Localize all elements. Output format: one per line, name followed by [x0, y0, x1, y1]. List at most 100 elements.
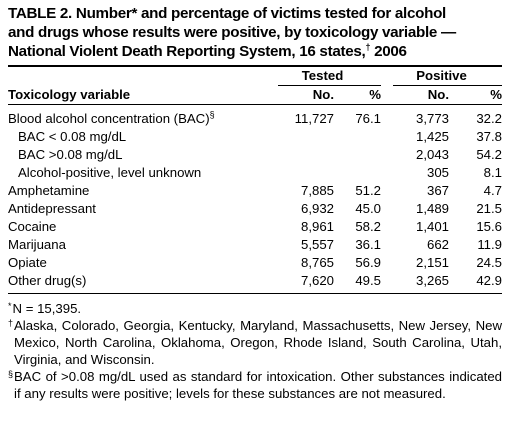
- footnotes: * N = 15,395. † Alaska, Colorado, Georgi…: [8, 300, 502, 402]
- tested-pct-cell: 51.2: [355, 183, 381, 198]
- tested-no-cell: 5,557: [300, 237, 334, 252]
- table-row: Alcohol-positive, level unknown 305 8.1: [8, 164, 502, 182]
- tested-no-cell: 11,727: [294, 111, 334, 126]
- tested-pct-cell: 58.2: [355, 219, 381, 234]
- tested-pct-cell: [334, 146, 381, 164]
- positive-pct-cell: 8.1: [483, 165, 503, 180]
- tested-pct-cell: 45.0: [355, 201, 381, 216]
- table-row: Marijuana 5,557 36.1 662 11.9: [8, 236, 502, 254]
- tested-pct-cell: [334, 128, 381, 146]
- table-row: Opiate 8,765 56.9 2,151 24.5: [8, 254, 502, 272]
- tested-pct-cell: 56.9: [355, 255, 381, 270]
- footnote-n-text: N = 15,395.: [12, 301, 82, 316]
- positive-group-label: Positive: [416, 68, 467, 83]
- tested-pct-cell: 36.1: [355, 237, 381, 252]
- positive-no-cell: 1,401: [415, 219, 449, 234]
- positive-pct-cell: 32.2: [476, 111, 503, 126]
- row-label: Marijuana: [8, 237, 66, 252]
- positive-pct-cell: 21.5: [476, 201, 503, 216]
- column-header-positive-no: No.: [427, 87, 449, 102]
- table-row: Antidepressant 6,932 45.0 1,489 21.5: [8, 200, 502, 218]
- row-label: Opiate: [8, 255, 47, 270]
- tested-no-cell: 6,932: [300, 201, 334, 216]
- positive-pct-cell: 54.2: [476, 147, 503, 162]
- row-label: BAC < 0.08 mg/dL: [18, 129, 127, 144]
- positive-pct-cell: 37.8: [476, 129, 503, 144]
- footnote-n-mark: *: [8, 301, 12, 311]
- row-label: Alcohol-positive, level unknown: [18, 165, 202, 180]
- positive-no-cell: 2,043: [415, 147, 449, 162]
- footnote-n: * N = 15,395.: [8, 300, 502, 317]
- footnote-states-mark: †: [8, 318, 14, 328]
- positive-pct-cell: 4.7: [483, 183, 503, 198]
- title-line-1: TABLE 2. Number* and percentage of victi…: [8, 5, 446, 22]
- row-label-cell: Antidepressant: [8, 200, 264, 218]
- positive-pct-cell: 15.6: [476, 219, 503, 234]
- row-label-cell: Opiate: [8, 254, 264, 272]
- table-title: TABLE 2. Number* and percentage of victi…: [8, 4, 502, 61]
- table-row: Other drug(s) 7,620 49.5 3,265 42.9: [8, 272, 503, 294]
- title-rule: [8, 65, 502, 67]
- column-header-positive-pct: %: [490, 87, 503, 102]
- row-label: Cocaine: [8, 219, 57, 234]
- title-dagger-mark: †: [365, 41, 371, 52]
- tested-no-cell: [264, 146, 334, 164]
- row-label: Antidepressant: [8, 201, 96, 216]
- footnote-states: † Alaska, Colorado, Georgia, Kentucky, M…: [8, 317, 502, 368]
- footnote-bac: § BAC of >0.08 mg/dL used as standard fo…: [8, 368, 502, 402]
- positive-group-rule: [393, 85, 503, 86]
- table-row: Cocaine 8,961 58.2 1,401 15.6: [8, 218, 502, 236]
- column-header-tested-pct: %: [369, 87, 381, 102]
- tested-no-cell: [264, 164, 334, 182]
- positive-no-cell: 1,489: [415, 201, 449, 216]
- title-year: 2006: [370, 43, 407, 60]
- column-header-variable: Toxicology variable: [8, 87, 131, 102]
- toxicology-table: Tested Positive Toxicology variable No. …: [8, 67, 503, 294]
- row-footnote-mark: §: [209, 109, 215, 120]
- row-label-cell: BAC < 0.08 mg/dL: [8, 128, 264, 146]
- row-label: Amphetamine: [8, 183, 90, 198]
- column-header-row: Toxicology variable No. % No. %: [8, 86, 502, 105]
- footnote-states-text: Alaska, Colorado, Georgia, Kentucky, Mar…: [14, 318, 502, 367]
- tested-no-cell: 8,961: [300, 219, 334, 234]
- positive-no-cell: 662: [426, 237, 449, 252]
- tested-no-cell: 8,765: [300, 255, 334, 270]
- row-label-cell: Amphetamine: [8, 182, 264, 200]
- tested-pct-cell: 49.5: [334, 272, 381, 294]
- row-label-cell: Marijuana: [8, 236, 264, 254]
- table-row: Blood alcohol concentration (BAC)§ 11,727…: [8, 105, 502, 128]
- title-line-3: National Violent Death Reporting System,…: [8, 42, 502, 61]
- row-label-cell: Cocaine: [8, 218, 264, 236]
- header-rule: [8, 104, 503, 105]
- row-label-cell: BAC >0.08 mg/dL: [8, 146, 264, 164]
- row-label-cell: Blood alcohol concentration (BAC)§: [8, 105, 264, 128]
- footnote-bac-text: BAC of >0.08 mg/dL used as standard for …: [14, 369, 502, 401]
- row-label: Blood alcohol concentration (BAC): [8, 111, 210, 126]
- tested-group-label: Tested: [301, 68, 344, 83]
- positive-no-cell: 1,425: [415, 129, 449, 144]
- positive-pct-cell: 24.5: [476, 255, 503, 270]
- tested-group-rule: [278, 85, 381, 86]
- positive-no-cell: 2,151: [415, 255, 449, 270]
- row-label-cell: Other drug(s): [8, 272, 264, 294]
- title-line-2: and drugs whose results were positive, b…: [8, 24, 456, 41]
- footnote-bac-mark: §: [8, 369, 14, 379]
- positive-no-cell: 305: [426, 165, 449, 180]
- tested-no-cell: 7,620: [264, 272, 334, 294]
- table-row: BAC < 0.08 mg/dL 1,425 37.8: [8, 128, 502, 146]
- table-row: Amphetamine 7,885 51.2 367 4.7: [8, 182, 502, 200]
- positive-no-cell: 3,265: [381, 272, 449, 294]
- positive-no-cell: 367: [426, 183, 449, 198]
- title-line-3-text: National Violent Death Reporting System,…: [8, 43, 366, 60]
- row-label: Other drug(s): [8, 273, 87, 288]
- positive-pct-cell: 11.9: [477, 237, 503, 252]
- positive-group-header: Positive: [381, 67, 503, 86]
- row-label-cell: Alcohol-positive, level unknown: [8, 164, 264, 182]
- group-header-row: Tested Positive: [8, 67, 503, 86]
- tested-no-cell: 7,885: [300, 183, 334, 198]
- tested-pct-cell: [334, 164, 381, 182]
- table-row: BAC >0.08 mg/dL 2,043 54.2: [8, 146, 502, 164]
- table-body: Blood alcohol concentration (BAC)§ 11,727…: [8, 105, 503, 294]
- row-label: BAC >0.08 mg/dL: [18, 147, 123, 162]
